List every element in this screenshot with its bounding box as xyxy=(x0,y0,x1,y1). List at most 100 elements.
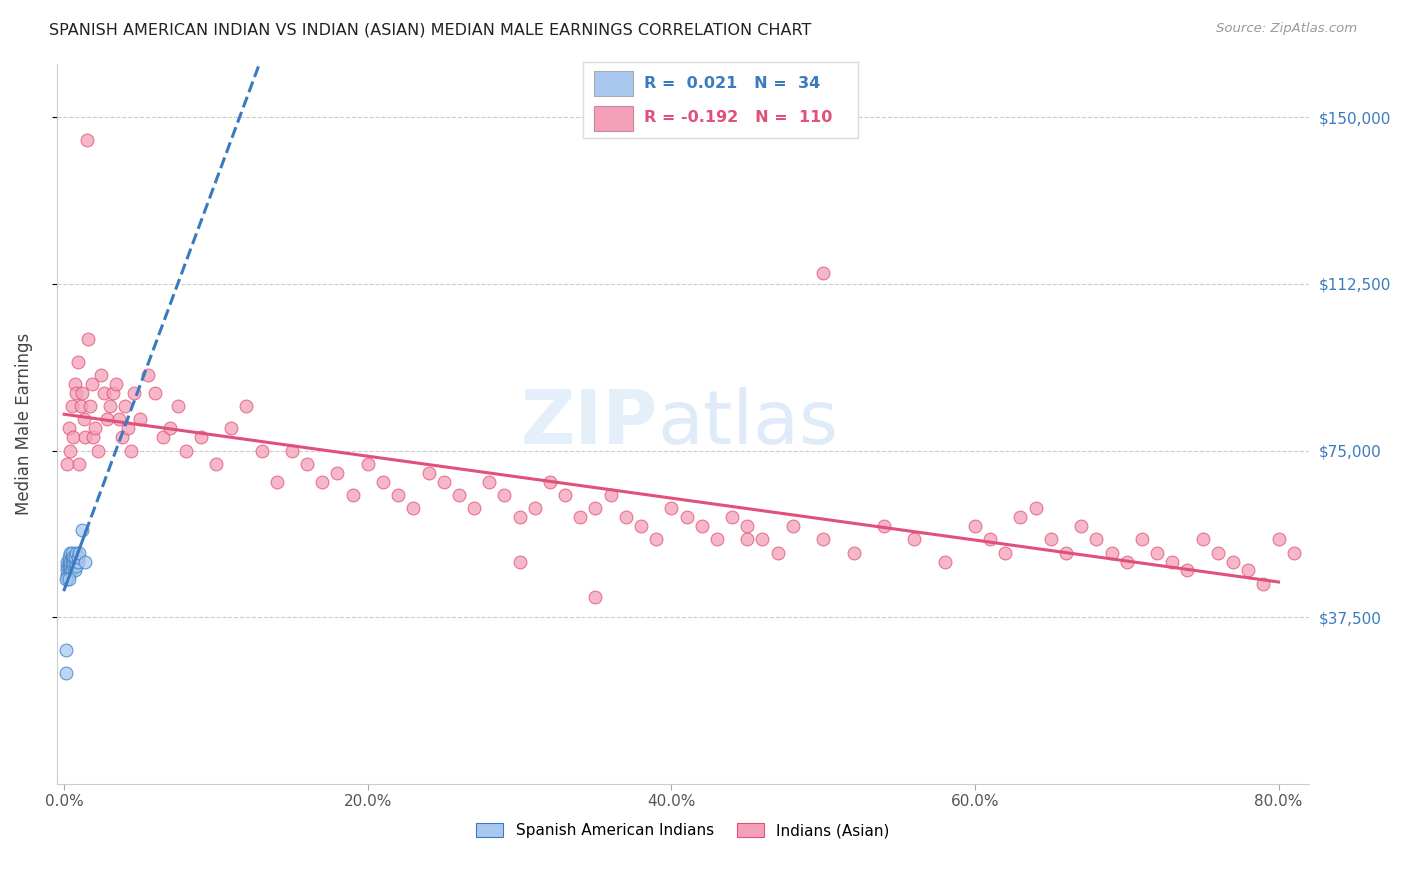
Legend: Spanish American Indians, Indians (Asian): Spanish American Indians, Indians (Asian… xyxy=(470,817,896,845)
Point xyxy=(782,519,804,533)
Point xyxy=(1039,533,1062,547)
Point xyxy=(1025,501,1047,516)
Point xyxy=(62,430,84,444)
Point xyxy=(509,510,531,524)
Point xyxy=(83,421,105,435)
Point xyxy=(371,475,394,489)
Point xyxy=(65,546,87,560)
Point xyxy=(934,555,956,569)
Point xyxy=(1070,519,1092,533)
Point xyxy=(58,573,80,587)
Text: R = -0.192   N =  110: R = -0.192 N = 110 xyxy=(644,110,832,125)
Point xyxy=(60,564,83,578)
Point xyxy=(811,533,834,547)
Point xyxy=(55,573,77,587)
Point xyxy=(143,385,166,400)
Point xyxy=(235,399,257,413)
Point xyxy=(62,550,84,565)
Point xyxy=(72,524,94,538)
Point xyxy=(205,457,228,471)
Point xyxy=(59,555,82,569)
Text: Source: ZipAtlas.com: Source: ZipAtlas.com xyxy=(1216,22,1357,36)
Point xyxy=(114,399,136,413)
Text: R =  0.021   N =  34: R = 0.021 N = 34 xyxy=(644,76,820,91)
Point xyxy=(56,564,79,578)
Point xyxy=(326,466,349,480)
Point xyxy=(190,430,212,444)
Point xyxy=(55,665,77,680)
Point xyxy=(75,555,97,569)
Point xyxy=(117,421,139,435)
Point xyxy=(72,385,94,400)
FancyBboxPatch shape xyxy=(595,70,633,95)
Point xyxy=(59,443,82,458)
Point xyxy=(56,573,79,587)
Point xyxy=(994,546,1017,560)
Point xyxy=(735,533,758,547)
Point xyxy=(62,555,84,569)
Point xyxy=(56,457,79,471)
Point xyxy=(93,385,115,400)
Text: atlas: atlas xyxy=(658,387,839,460)
Point xyxy=(675,510,697,524)
Point xyxy=(281,443,304,458)
Point xyxy=(842,546,865,560)
Point xyxy=(614,510,637,524)
Point xyxy=(1222,555,1244,569)
Point xyxy=(509,555,531,569)
Point xyxy=(1191,533,1213,547)
Point xyxy=(122,385,145,400)
Point xyxy=(70,399,93,413)
Point xyxy=(58,421,80,435)
Point xyxy=(387,488,409,502)
Point xyxy=(1146,546,1168,560)
Point xyxy=(766,546,789,560)
Point xyxy=(311,475,333,489)
Point xyxy=(494,488,516,502)
Point xyxy=(159,421,181,435)
Point xyxy=(1177,564,1199,578)
Point xyxy=(585,590,607,604)
Point xyxy=(136,368,159,382)
Point xyxy=(63,564,86,578)
Point xyxy=(120,443,142,458)
Point xyxy=(174,443,197,458)
Point xyxy=(661,501,683,516)
Point xyxy=(250,443,273,458)
Point xyxy=(60,546,83,560)
Point xyxy=(599,488,621,502)
Point xyxy=(706,533,728,547)
Point xyxy=(56,559,79,574)
Point xyxy=(903,533,925,547)
Point xyxy=(59,546,82,560)
Point xyxy=(77,333,100,347)
Point xyxy=(690,519,713,533)
Text: SPANISH AMERICAN INDIAN VS INDIAN (ASIAN) MEDIAN MALE EARNINGS CORRELATION CHART: SPANISH AMERICAN INDIAN VS INDIAN (ASIAN… xyxy=(49,22,811,37)
Text: ZIP: ZIP xyxy=(520,387,658,460)
Point xyxy=(104,376,127,391)
Point xyxy=(721,510,744,524)
Point xyxy=(62,559,84,574)
Point xyxy=(55,643,77,657)
Point xyxy=(60,550,83,565)
FancyBboxPatch shape xyxy=(595,105,633,130)
Point xyxy=(1115,555,1137,569)
Y-axis label: Median Male Earnings: Median Male Earnings xyxy=(15,333,32,515)
Point xyxy=(1161,555,1184,569)
Point xyxy=(58,550,80,565)
Point xyxy=(1282,546,1305,560)
Point xyxy=(645,533,668,547)
Point xyxy=(735,519,758,533)
Point xyxy=(56,568,79,582)
Point xyxy=(538,475,561,489)
Point xyxy=(357,457,380,471)
Point xyxy=(67,546,90,560)
Point xyxy=(873,519,896,533)
Point xyxy=(79,399,101,413)
Point xyxy=(979,533,1001,547)
Point xyxy=(63,376,86,391)
Point xyxy=(60,555,83,569)
Point xyxy=(342,488,364,502)
Point xyxy=(129,412,152,426)
Point xyxy=(108,412,131,426)
